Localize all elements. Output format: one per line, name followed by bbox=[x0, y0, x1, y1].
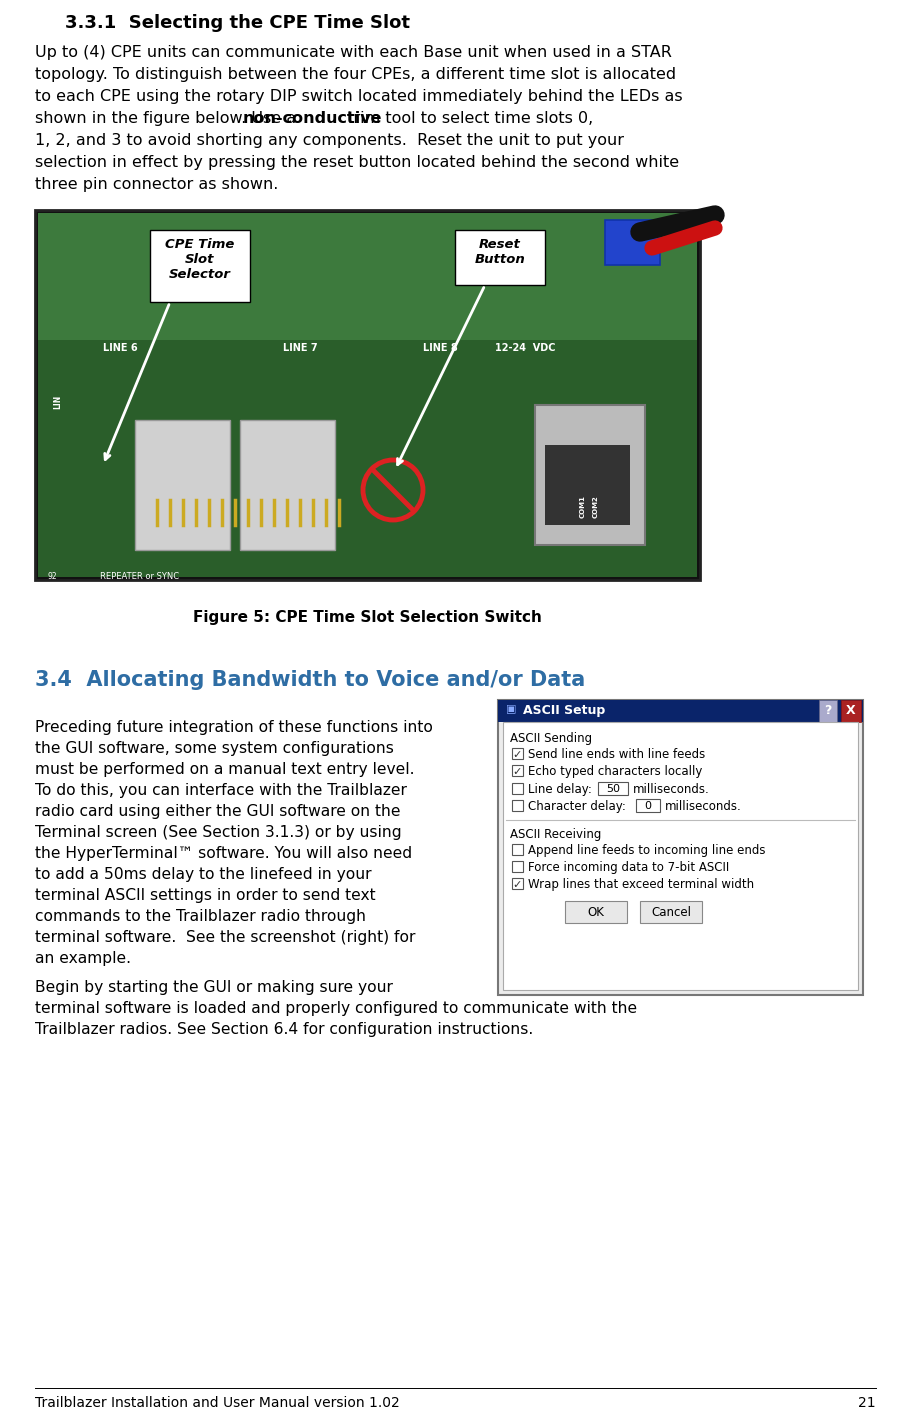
Text: 12-24  VDC: 12-24 VDC bbox=[495, 344, 556, 354]
FancyBboxPatch shape bbox=[565, 901, 627, 923]
Text: an example.: an example. bbox=[35, 952, 131, 966]
Text: ASCII Setup: ASCII Setup bbox=[523, 704, 605, 717]
Text: milliseconds.: milliseconds. bbox=[665, 800, 742, 813]
Text: Cancel: Cancel bbox=[651, 906, 691, 919]
Text: Character delay:: Character delay: bbox=[528, 800, 626, 813]
FancyBboxPatch shape bbox=[512, 765, 523, 776]
Text: COM1: COM1 bbox=[580, 495, 586, 518]
FancyBboxPatch shape bbox=[498, 700, 863, 995]
Text: LINE 7: LINE 7 bbox=[283, 344, 318, 354]
Text: trim tool to select time slots 0,: trim tool to select time slots 0, bbox=[343, 112, 594, 126]
Text: Force incoming data to 7-bit ASCII: Force incoming data to 7-bit ASCII bbox=[528, 861, 729, 874]
Text: the HyperTerminal™ software. You will also need: the HyperTerminal™ software. You will al… bbox=[35, 846, 412, 861]
Text: Line delay:: Line delay: bbox=[528, 783, 592, 796]
FancyBboxPatch shape bbox=[512, 800, 523, 812]
FancyBboxPatch shape bbox=[605, 221, 660, 264]
Text: Append line feeds to incoming line ends: Append line feeds to incoming line ends bbox=[528, 844, 765, 857]
Text: 21: 21 bbox=[858, 1396, 876, 1410]
Text: 0: 0 bbox=[644, 800, 651, 812]
FancyBboxPatch shape bbox=[38, 214, 697, 339]
Text: COM2: COM2 bbox=[593, 495, 599, 518]
Text: Up to (4) CPE units can communicate with each Base unit when used in a STAR: Up to (4) CPE units can communicate with… bbox=[35, 45, 672, 59]
FancyBboxPatch shape bbox=[545, 445, 630, 525]
FancyBboxPatch shape bbox=[512, 748, 523, 759]
Text: 1, 2, and 3 to avoid shorting any components.  Reset the unit to put your: 1, 2, and 3 to avoid shorting any compon… bbox=[35, 133, 624, 148]
FancyBboxPatch shape bbox=[819, 700, 837, 723]
Text: to each CPE using the rotary DIP switch located immediately behind the LEDs as: to each CPE using the rotary DIP switch … bbox=[35, 89, 682, 105]
FancyBboxPatch shape bbox=[512, 878, 523, 889]
Text: LINE 6: LINE 6 bbox=[103, 344, 138, 354]
Text: CPE Time
Slot
Selector: CPE Time Slot Selector bbox=[165, 238, 235, 281]
Text: three pin connector as shown.: three pin connector as shown. bbox=[35, 177, 279, 192]
Text: 3.4  Allocating Bandwidth to Voice and/or Data: 3.4 Allocating Bandwidth to Voice and/or… bbox=[35, 670, 585, 690]
Text: shown in the figure below. Use a: shown in the figure below. Use a bbox=[35, 112, 302, 126]
Text: Send line ends with line feeds: Send line ends with line feeds bbox=[528, 748, 705, 761]
FancyBboxPatch shape bbox=[503, 723, 858, 990]
FancyBboxPatch shape bbox=[512, 844, 523, 855]
FancyBboxPatch shape bbox=[498, 700, 863, 723]
FancyBboxPatch shape bbox=[35, 211, 700, 580]
Text: to add a 50ms delay to the linefeed in your: to add a 50ms delay to the linefeed in y… bbox=[35, 867, 372, 882]
Text: radio card using either the GUI software on the: radio card using either the GUI software… bbox=[35, 805, 401, 819]
FancyBboxPatch shape bbox=[512, 783, 523, 795]
FancyBboxPatch shape bbox=[512, 861, 523, 872]
FancyBboxPatch shape bbox=[636, 799, 660, 812]
FancyBboxPatch shape bbox=[135, 420, 230, 550]
Text: Reset
Button: Reset Button bbox=[475, 238, 526, 266]
FancyBboxPatch shape bbox=[535, 404, 645, 544]
Text: ASCII Sending: ASCII Sending bbox=[510, 732, 592, 745]
Text: ✓: ✓ bbox=[513, 766, 522, 778]
FancyBboxPatch shape bbox=[150, 230, 250, 303]
Text: To do this, you can interface with the Trailblazer: To do this, you can interface with the T… bbox=[35, 783, 407, 797]
Text: LIN: LIN bbox=[53, 395, 62, 409]
Text: OK: OK bbox=[588, 906, 604, 919]
Text: Wrap lines that exceed terminal width: Wrap lines that exceed terminal width bbox=[528, 878, 754, 891]
FancyBboxPatch shape bbox=[841, 700, 861, 723]
Text: 50: 50 bbox=[606, 783, 620, 795]
Text: Preceding future integration of these functions into: Preceding future integration of these fu… bbox=[35, 720, 433, 735]
Text: 92: 92 bbox=[47, 573, 56, 581]
Text: the GUI software, some system configurations: the GUI software, some system configurat… bbox=[35, 741, 394, 756]
Text: REPEATER or SYNC: REPEATER or SYNC bbox=[100, 573, 179, 581]
Text: Terminal screen (See Section 3.1.3) or by using: Terminal screen (See Section 3.1.3) or b… bbox=[35, 824, 402, 840]
FancyBboxPatch shape bbox=[455, 230, 545, 286]
Text: terminal software.  See the screenshot (right) for: terminal software. See the screenshot (r… bbox=[35, 930, 415, 945]
Text: terminal ASCII settings in order to send text: terminal ASCII settings in order to send… bbox=[35, 888, 375, 904]
Text: Figure 5: CPE Time Slot Selection Switch: Figure 5: CPE Time Slot Selection Switch bbox=[193, 609, 542, 625]
Text: Begin by starting the GUI or making sure your: Begin by starting the GUI or making sure… bbox=[35, 980, 393, 995]
Text: selection in effect by pressing the reset button located behind the second white: selection in effect by pressing the rese… bbox=[35, 156, 679, 170]
Text: ✓: ✓ bbox=[513, 749, 522, 759]
Text: ✓: ✓ bbox=[513, 880, 522, 889]
Text: must be performed on a manual text entry level.: must be performed on a manual text entry… bbox=[35, 762, 415, 778]
FancyBboxPatch shape bbox=[640, 901, 702, 923]
Text: non-conductive: non-conductive bbox=[243, 112, 383, 126]
FancyBboxPatch shape bbox=[38, 214, 697, 577]
Text: milliseconds.: milliseconds. bbox=[633, 783, 710, 796]
Text: ▣: ▣ bbox=[506, 704, 517, 714]
Text: terminal software is loaded and properly configured to communicate with the: terminal software is loaded and properly… bbox=[35, 1001, 637, 1017]
Text: topology. To distinguish between the four CPEs, a different time slot is allocat: topology. To distinguish between the fou… bbox=[35, 66, 676, 82]
Text: Echo typed characters locally: Echo typed characters locally bbox=[528, 765, 702, 778]
Text: ASCII Receiving: ASCII Receiving bbox=[510, 829, 601, 841]
Text: ?: ? bbox=[824, 704, 832, 717]
FancyBboxPatch shape bbox=[598, 782, 628, 795]
Text: X: X bbox=[846, 704, 855, 717]
Text: 3.3.1  Selecting the CPE Time Slot: 3.3.1 Selecting the CPE Time Slot bbox=[65, 14, 410, 33]
FancyBboxPatch shape bbox=[240, 420, 335, 550]
Text: Trailblazer Installation and User Manual version 1.02: Trailblazer Installation and User Manual… bbox=[35, 1396, 400, 1410]
Text: commands to the Trailblazer radio through: commands to the Trailblazer radio throug… bbox=[35, 909, 366, 923]
Text: LINE 8: LINE 8 bbox=[423, 344, 457, 354]
Text: Trailblazer radios. See Section 6.4 for configuration instructions.: Trailblazer radios. See Section 6.4 for … bbox=[35, 1022, 533, 1036]
